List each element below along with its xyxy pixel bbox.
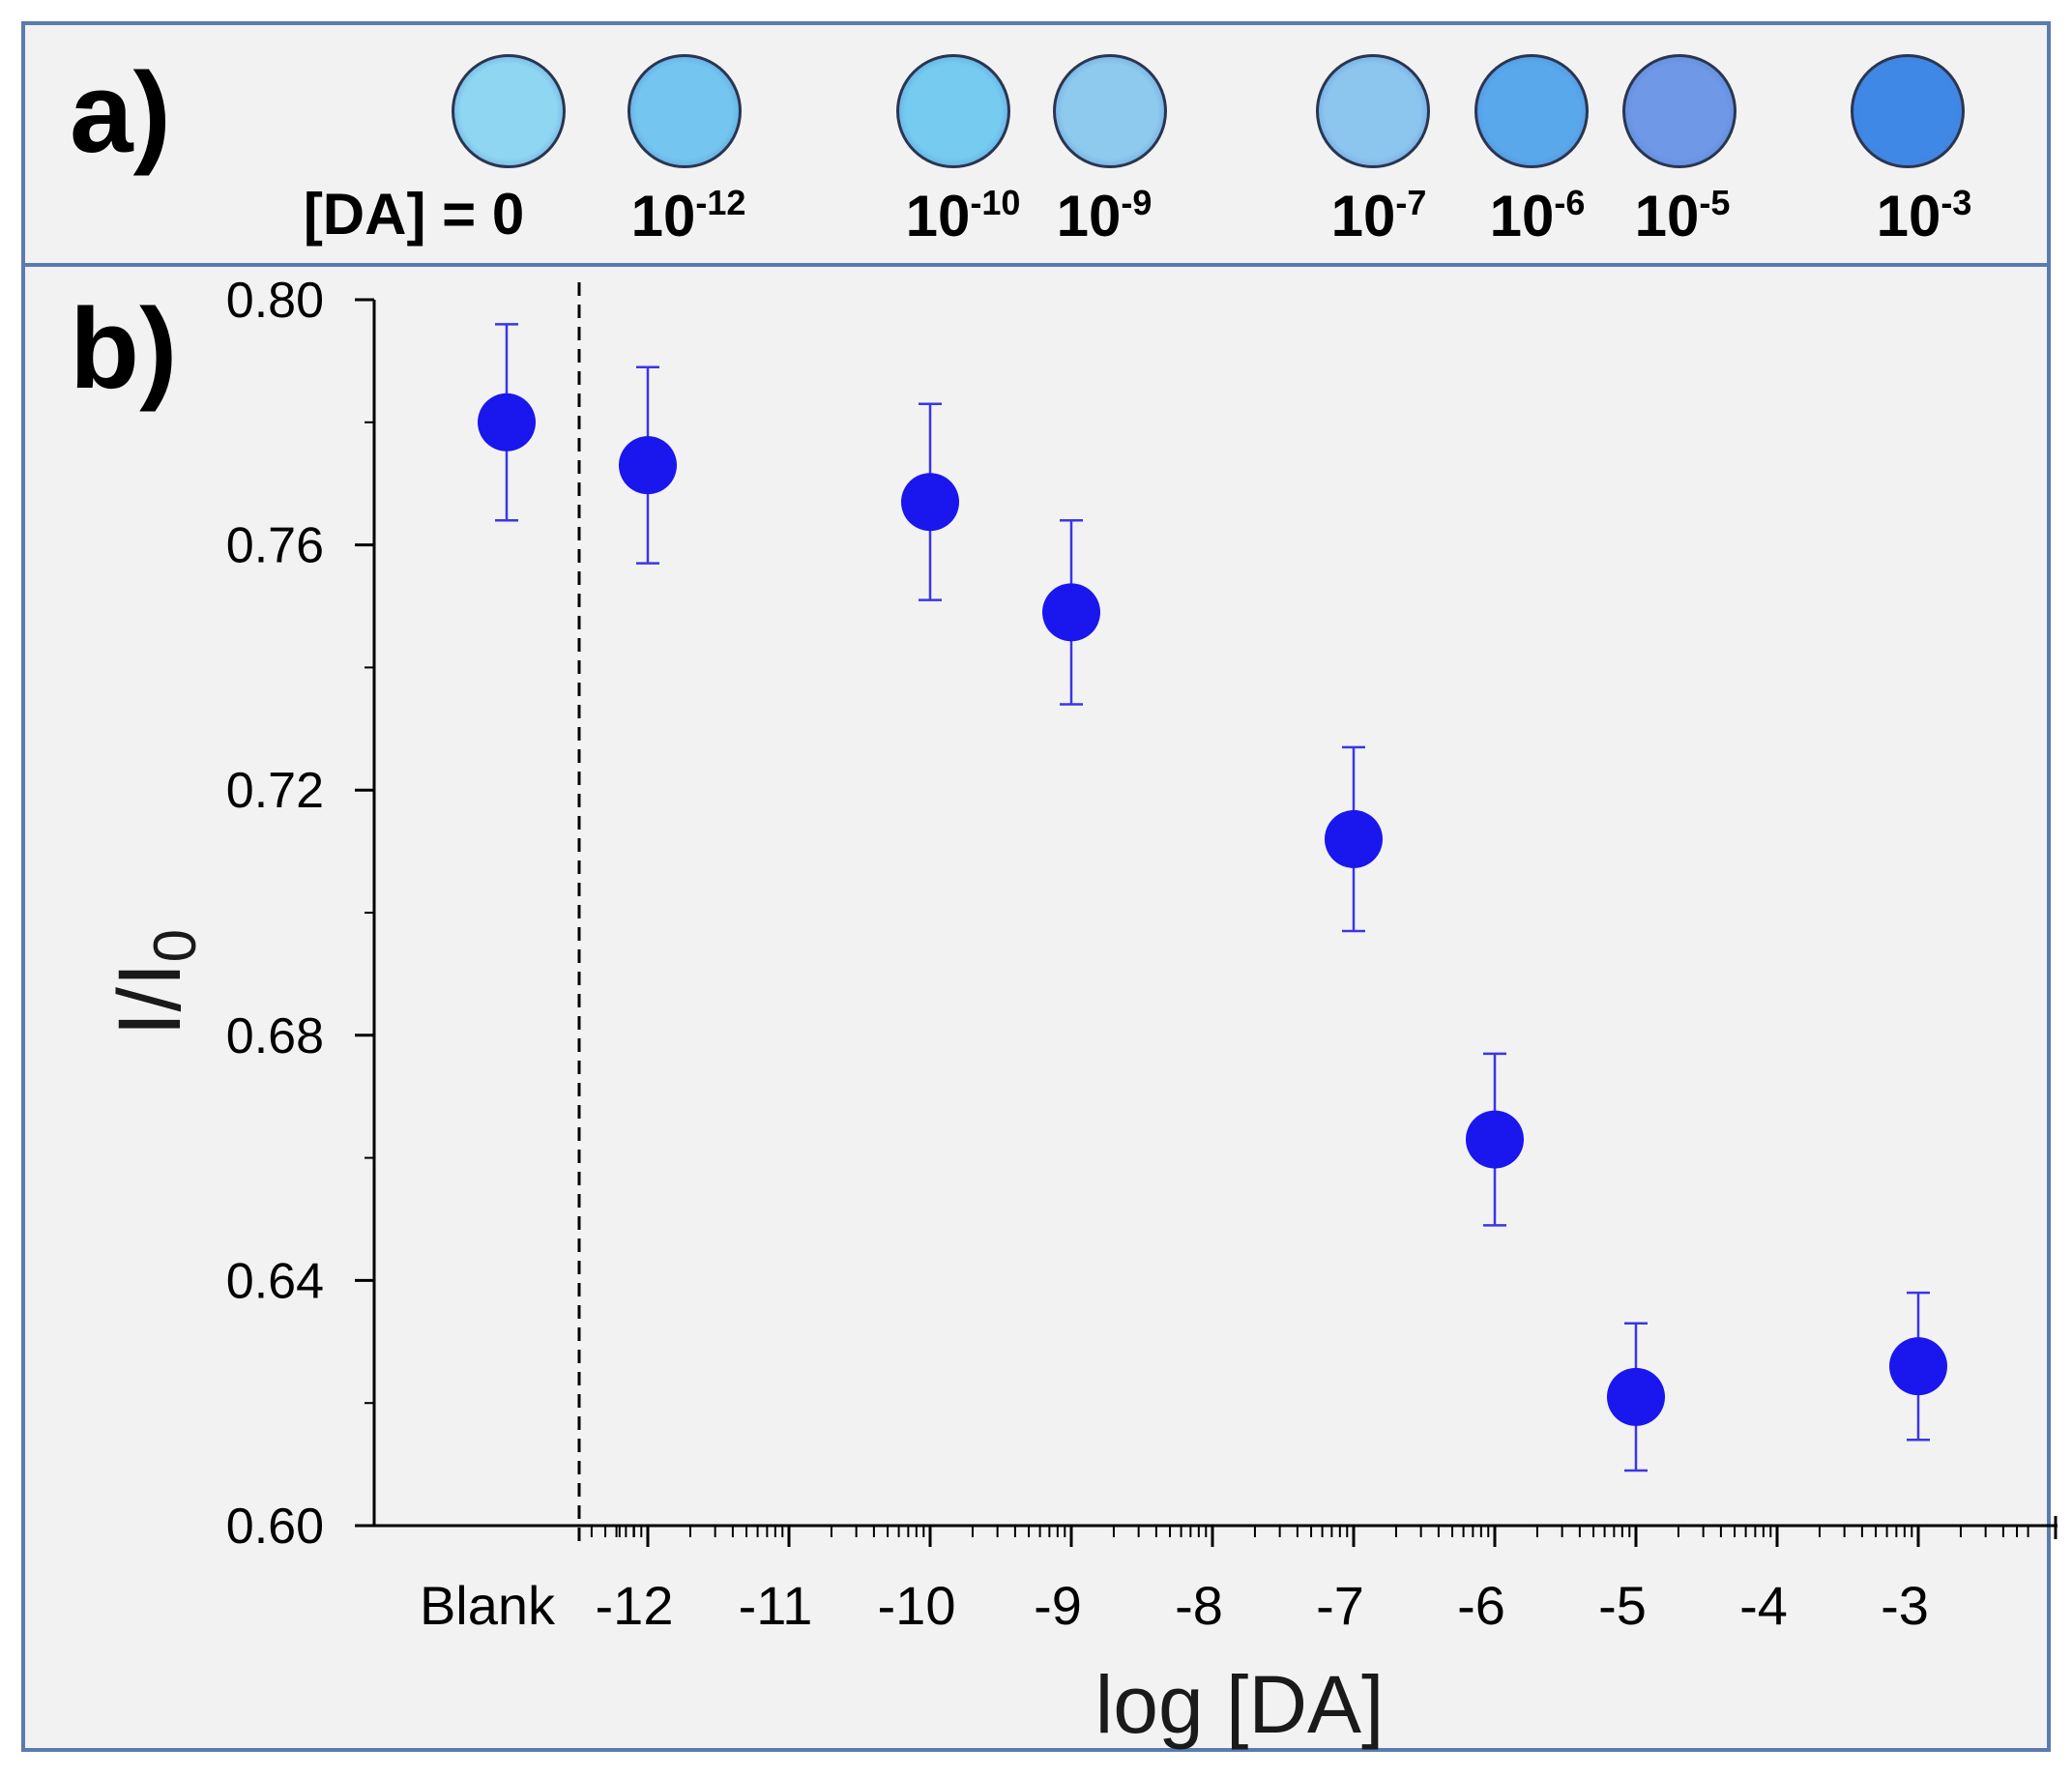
data-point bbox=[478, 393, 536, 452]
well-label-base: 10 bbox=[1489, 184, 1555, 248]
data-point bbox=[901, 473, 959, 532]
y-tick-label: 0.72 bbox=[226, 763, 324, 819]
well-label-exponent: -10 bbox=[970, 183, 1021, 222]
y-tick-label: 0.68 bbox=[226, 1008, 324, 1064]
well-label-exponent: -12 bbox=[695, 183, 746, 222]
x-tick-label: -3 bbox=[1881, 1575, 1929, 1636]
well-label: 10-3 bbox=[1877, 186, 1972, 246]
well-circle bbox=[1851, 54, 1965, 168]
x-tick-label: -10 bbox=[878, 1575, 956, 1636]
x-tick-label: -5 bbox=[1598, 1575, 1647, 1636]
x-blank-label: Blank bbox=[420, 1575, 556, 1636]
data-point bbox=[1607, 1367, 1665, 1426]
y-tick-label: 0.76 bbox=[226, 518, 324, 574]
well-circle bbox=[1622, 54, 1736, 168]
data-point bbox=[1325, 809, 1383, 868]
data-point bbox=[1889, 1337, 1947, 1396]
well-label-text: [DA] = 0 bbox=[303, 182, 525, 247]
x-tick-label: -8 bbox=[1175, 1575, 1223, 1636]
well-label: 10-6 bbox=[1490, 186, 1586, 246]
panel-divider bbox=[21, 263, 2051, 267]
y-axis-title-main: I/I bbox=[101, 962, 199, 1036]
x-axis-title: log [DA] bbox=[1095, 1659, 1385, 1750]
well-circle bbox=[1053, 54, 1167, 168]
well-label-exponent: -6 bbox=[1554, 183, 1586, 222]
well-label: 10-7 bbox=[1331, 186, 1427, 246]
well-label: 10-10 bbox=[906, 186, 1021, 246]
x-tick-label: -4 bbox=[1739, 1575, 1788, 1636]
x-tick-label: -6 bbox=[1457, 1575, 1505, 1636]
well-circle bbox=[896, 54, 1010, 168]
well-label-exponent: -5 bbox=[1699, 183, 1731, 222]
well-label-base: 10 bbox=[630, 184, 696, 248]
data-point bbox=[619, 436, 677, 495]
well-circle bbox=[1316, 54, 1430, 168]
well-label-base: 10 bbox=[1056, 184, 1122, 248]
well-label: [DA] = 0 bbox=[304, 186, 524, 244]
well-label-base: 10 bbox=[1330, 184, 1396, 248]
y-axis-title: I/I0 bbox=[101, 929, 209, 1036]
well-circle bbox=[452, 54, 566, 168]
figure-frame bbox=[21, 21, 2051, 1752]
panel-b-label: b) bbox=[70, 285, 178, 413]
x-tick-label: -9 bbox=[1034, 1575, 1082, 1636]
x-tick-label: -12 bbox=[596, 1575, 674, 1636]
y-tick-label: 0.64 bbox=[226, 1253, 324, 1309]
x-tick-label: -7 bbox=[1316, 1575, 1364, 1636]
well-label: 10-12 bbox=[631, 186, 746, 246]
y-tick-label: 0.80 bbox=[226, 273, 324, 329]
x-tick-label: -11 bbox=[739, 1575, 813, 1636]
data-point bbox=[1042, 583, 1100, 642]
well-label-exponent: -9 bbox=[1121, 183, 1153, 222]
y-axis-title-subscript: 0 bbox=[142, 929, 209, 962]
data-point bbox=[1466, 1110, 1524, 1169]
well-label-exponent: -7 bbox=[1395, 183, 1427, 222]
well-label-exponent: -3 bbox=[1941, 183, 1972, 222]
well-label-base: 10 bbox=[1876, 184, 1941, 248]
well-label: 10-5 bbox=[1635, 186, 1731, 246]
well-circle bbox=[627, 54, 742, 168]
panel-a-label: a) bbox=[70, 49, 171, 177]
y-tick-label: 0.60 bbox=[226, 1499, 324, 1555]
well-label-base: 10 bbox=[905, 184, 971, 248]
well-label-base: 10 bbox=[1634, 184, 1700, 248]
well-label: 10-9 bbox=[1057, 186, 1153, 246]
well-circle bbox=[1474, 54, 1589, 168]
